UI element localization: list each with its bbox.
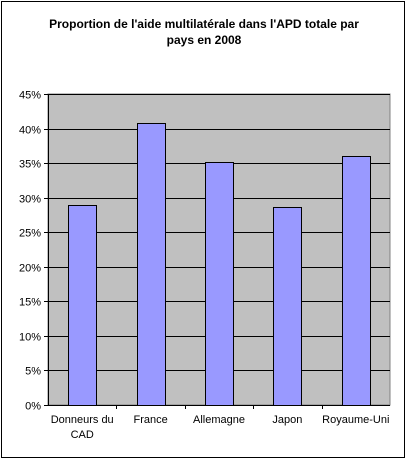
chart-title-line-2: pays en 2008 (166, 33, 242, 47)
chart-title-line-1: Proportion de l'aide multilatérale dans … (49, 17, 359, 31)
y-tick-label: 45% (19, 90, 41, 102)
bar (342, 156, 371, 406)
y-tick-label: 10% (19, 332, 41, 344)
y-tick-label: 25% (19, 228, 41, 240)
bar (68, 205, 97, 406)
bar (273, 207, 302, 406)
x-category-label: France (133, 414, 167, 426)
x-category-label: Donneurs du (51, 414, 114, 426)
y-tick-label: 15% (19, 297, 41, 309)
y-tick-label: 20% (19, 263, 41, 275)
bar (137, 123, 166, 406)
y-tick-label: 0% (25, 401, 41, 413)
x-category-label: Japon (272, 414, 302, 426)
y-tick-label: 35% (19, 159, 41, 171)
bar (205, 162, 234, 406)
y-tick-label: 30% (19, 194, 41, 206)
x-category-label: Allemagne (193, 414, 245, 426)
x-category-label: CAD (71, 429, 94, 441)
y-tick-label: 40% (19, 125, 41, 137)
x-category-label: Royaume-Uni (322, 414, 389, 426)
y-tick-label: 5% (25, 366, 41, 378)
chart-title: Proportion de l'aide multilatérale dans … (2, 16, 406, 48)
